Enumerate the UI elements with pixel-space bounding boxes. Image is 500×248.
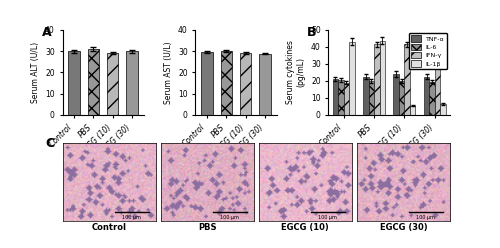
Bar xyxy=(259,54,270,115)
Bar xyxy=(374,44,380,115)
Text: C: C xyxy=(46,137,55,150)
Bar xyxy=(368,81,374,115)
Bar xyxy=(424,77,430,115)
X-axis label: Control: Control xyxy=(92,223,126,232)
Text: 100 μm: 100 μm xyxy=(318,215,337,220)
Bar xyxy=(68,52,80,115)
Bar xyxy=(404,44,410,115)
Bar xyxy=(344,83,349,115)
Bar xyxy=(88,49,99,115)
Legend: TNF-α, IL-6, IFN-γ, IL-1β: TNF-α, IL-6, IFN-γ, IL-1β xyxy=(409,33,447,69)
Bar xyxy=(126,52,138,115)
Bar xyxy=(220,51,232,115)
Text: B: B xyxy=(306,26,316,38)
Y-axis label: Serum cytokines
(pg/mL): Serum cytokines (pg/mL) xyxy=(286,40,306,104)
Bar xyxy=(338,80,344,115)
Bar xyxy=(363,77,368,115)
Bar xyxy=(349,42,354,115)
Bar xyxy=(107,53,118,115)
Text: A: A xyxy=(42,26,52,38)
Bar xyxy=(430,82,435,115)
Bar xyxy=(380,41,385,115)
Bar xyxy=(202,52,213,115)
Text: 100 μm: 100 μm xyxy=(220,215,239,220)
Y-axis label: Serum ALT (U/L): Serum ALT (U/L) xyxy=(30,42,40,103)
Text: 100 μm: 100 μm xyxy=(122,215,141,220)
Bar xyxy=(435,39,440,115)
Bar xyxy=(240,53,252,115)
Bar xyxy=(410,106,416,115)
Bar xyxy=(399,81,404,115)
X-axis label: EGCG (10): EGCG (10) xyxy=(282,223,329,232)
X-axis label: EGCG (30): EGCG (30) xyxy=(380,223,427,232)
X-axis label: PBS: PBS xyxy=(198,223,216,232)
Y-axis label: Serum AST (U/L): Serum AST (U/L) xyxy=(164,41,172,104)
Bar xyxy=(440,104,446,115)
Text: 100 μm: 100 μm xyxy=(416,215,435,220)
Bar xyxy=(394,74,399,115)
Bar xyxy=(332,79,338,115)
